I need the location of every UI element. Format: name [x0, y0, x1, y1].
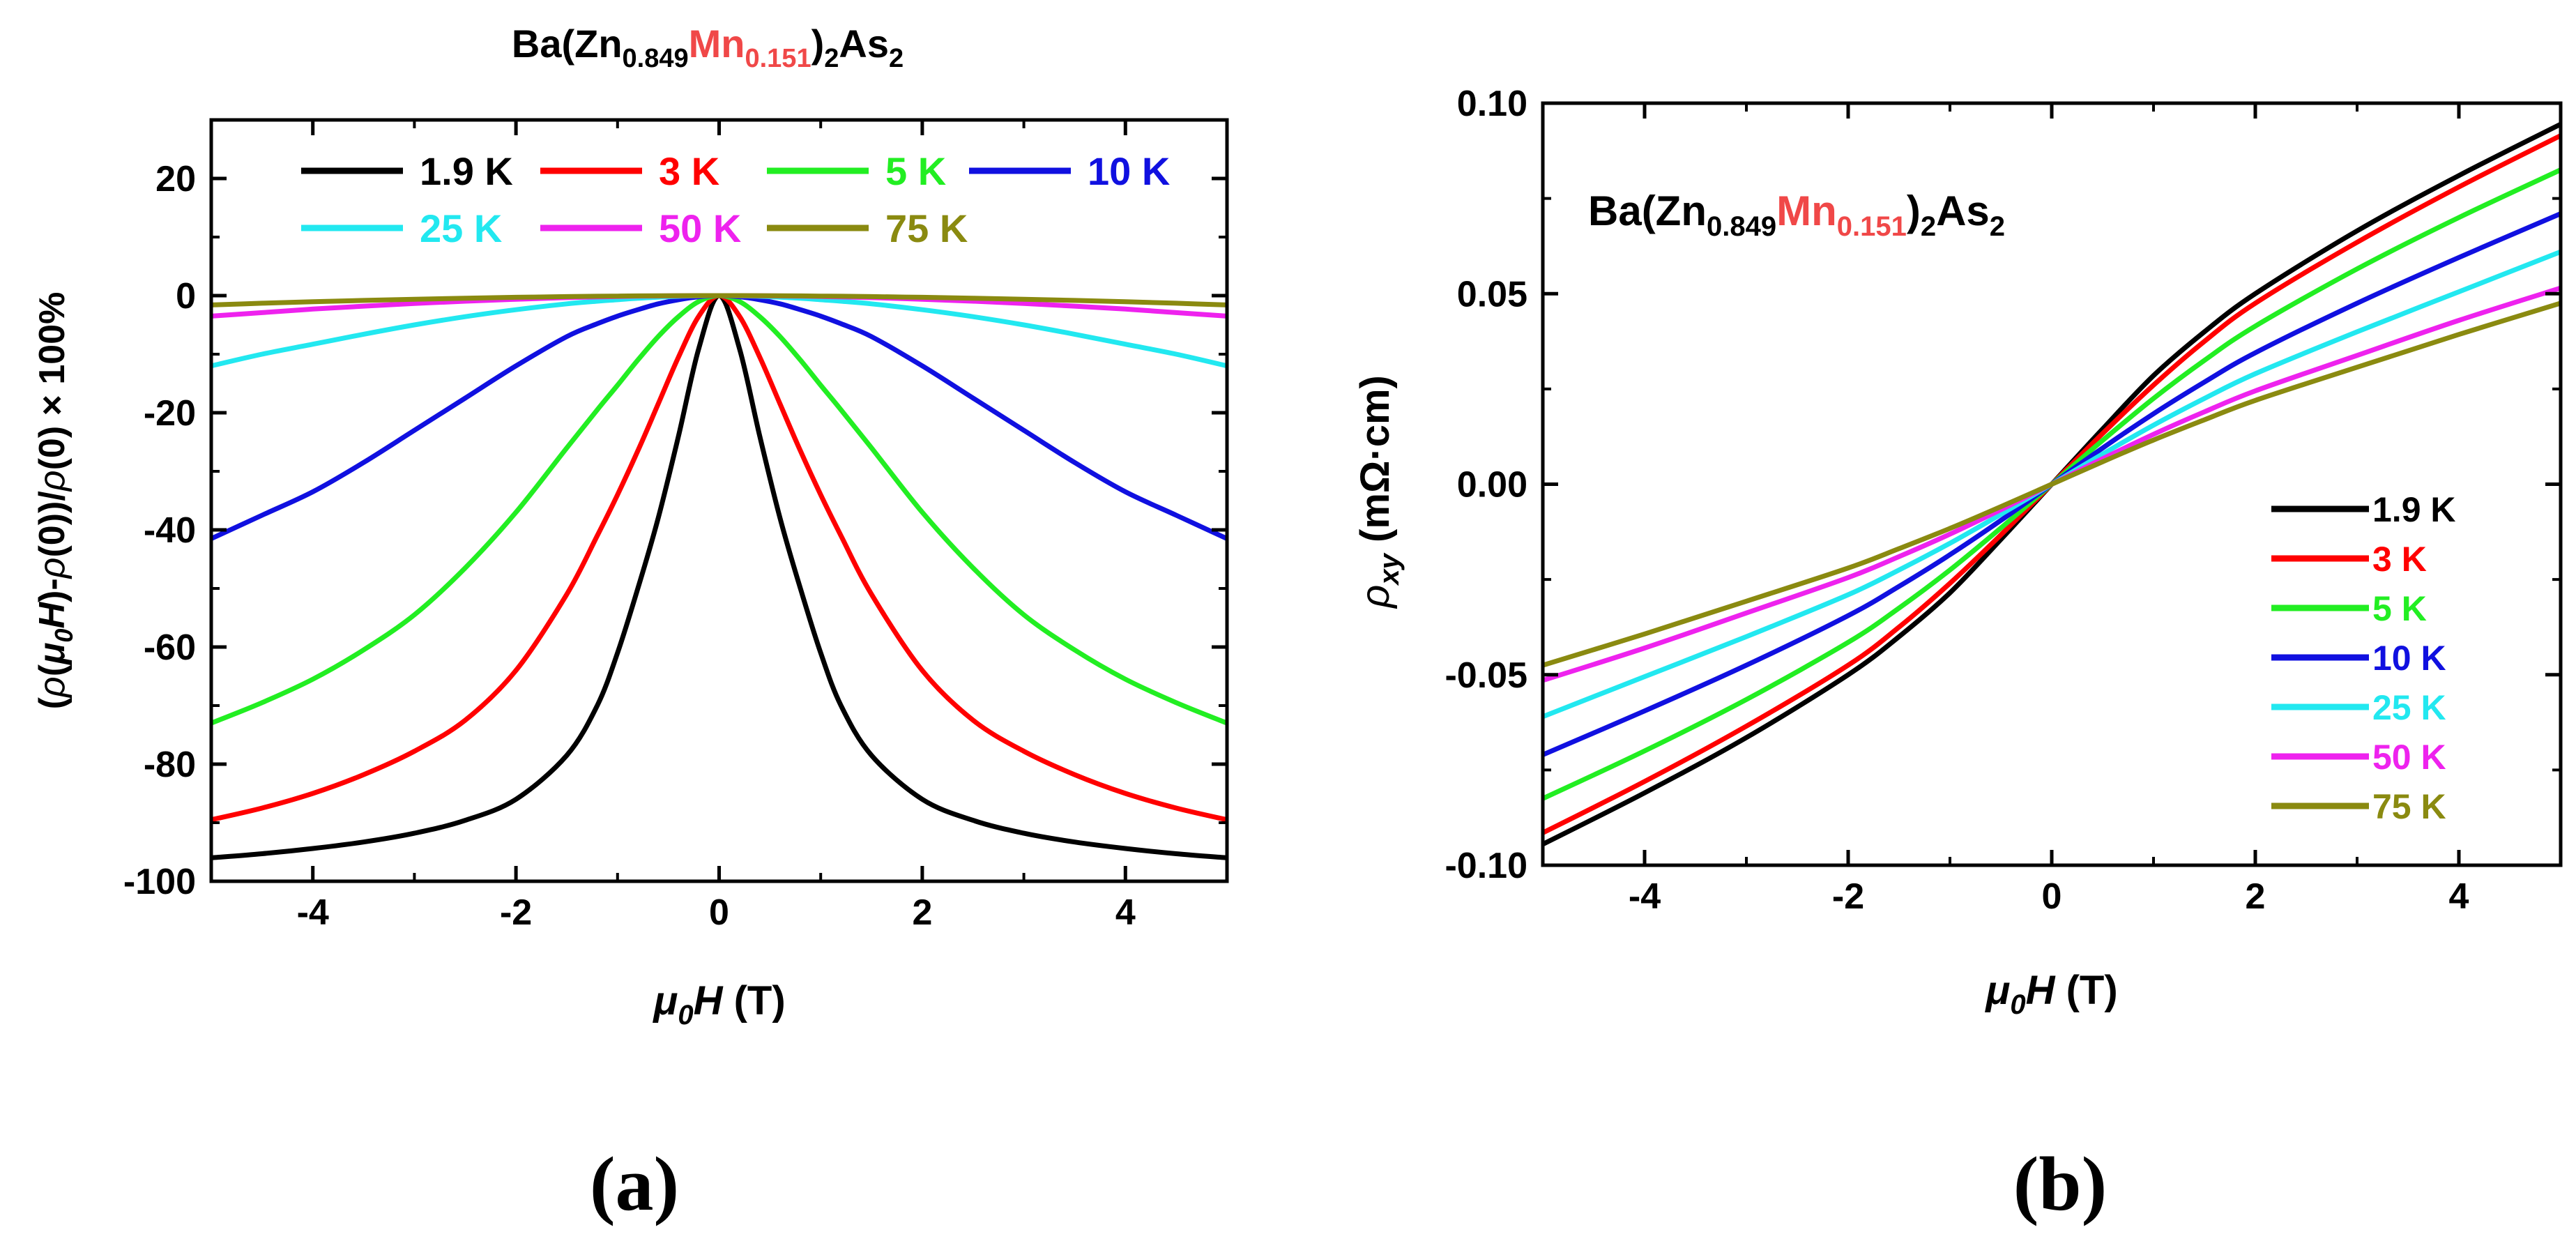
- legend-label: 3 K: [659, 149, 719, 193]
- panel-b-hall-resistivity: -4 -2 0 2 4 0.10 0.05 0.00 -0.05 -0.10 Ba(Zn0.849…: [1352, 84, 2563, 1226]
- legend-entry: 25 K: [2271, 688, 2446, 727]
- legend-entry: 25 K: [301, 206, 502, 250]
- legend-label: 3 K: [2372, 540, 2427, 579]
- panel-a-series-75k: [211, 293, 1227, 307]
- legend-entry: 3 K: [540, 149, 719, 193]
- panel-a-curves: [211, 293, 1227, 860]
- legend-label: 75 K: [885, 206, 968, 250]
- y-tick-label: 20: [155, 159, 196, 199]
- legend-entry: 50 K: [540, 206, 741, 250]
- legend-entry: 5 K: [2271, 589, 2427, 628]
- y-tick-label: -80: [144, 745, 196, 785]
- panel-a-legend: 1.9 K 3 K 5 K 10 K 25 K 50 K 75 K: [301, 149, 1170, 250]
- legend-entry: 75 K: [2271, 787, 2446, 826]
- panel-a-y-axis-label: (ρ(μ0H)-ρ(0))/ρ(0) × 100%: [32, 292, 78, 710]
- legend-label: 10 K: [1088, 149, 1170, 193]
- x-tick-label: -2: [500, 892, 532, 933]
- legend-entry: 1.9 K: [2271, 490, 2456, 529]
- legend-label: 75 K: [2372, 787, 2446, 826]
- legend-label: 25 K: [420, 206, 502, 250]
- panel-b-curves: [1543, 121, 2561, 847]
- x-tick-label: 4: [2449, 876, 2469, 917]
- legend-entry: 50 K: [2271, 738, 2446, 777]
- x-tick-label: -4: [297, 892, 329, 933]
- legend-label: 10 K: [2372, 639, 2446, 678]
- panel-b-axes: -4 -2 0 2 4 0.10 0.05 0.00 -0.05 -0.10: [1445, 84, 2562, 917]
- x-tick-label: 0: [709, 892, 729, 933]
- y-tick-label: 0.10: [1457, 84, 1527, 124]
- legend-entry: 10 K: [969, 149, 1170, 193]
- panel-a-magnetoresistance: Ba(Zn0.849Mn0.151)2As2 -4 -2 0 2 4200-20-40-…: [32, 22, 1229, 1226]
- x-tick-label: 2: [2246, 876, 2266, 917]
- x-tick-label: -2: [1832, 876, 1864, 917]
- legend-label: 50 K: [2372, 738, 2446, 777]
- legend-entry: 3 K: [2271, 540, 2427, 579]
- y-tick-label: -0.05: [1445, 655, 1527, 696]
- x-tick-label: 0: [2042, 876, 2062, 917]
- y-tick-label: -20: [144, 393, 196, 434]
- legend-label: 1.9 K: [420, 149, 513, 193]
- y-tick-label: 0: [176, 276, 196, 317]
- y-tick-label: -0.10: [1445, 846, 1527, 886]
- panel-b-x-axis-label: μ0H (T): [1984, 968, 2117, 1020]
- y-tick-label: -60: [144, 627, 196, 668]
- panel-a-series-5k: [211, 293, 1227, 726]
- legend-entry: 5 K: [767, 149, 946, 193]
- panel-a-title: Ba(Zn0.849Mn0.151)2As2: [512, 22, 904, 73]
- panel-a-label: (a): [590, 1141, 679, 1226]
- panel-b-title: Ba(Zn0.849Mn0.151)2As2: [1588, 188, 2005, 242]
- y-tick-label: -100: [123, 862, 196, 902]
- panel-a-series-3k: [211, 293, 1227, 823]
- legend-entry: 75 K: [767, 206, 968, 250]
- x-tick-label: 2: [912, 892, 932, 933]
- x-tick-label: -4: [1629, 876, 1661, 917]
- panel-a-x-axis-label: μ0H (T): [652, 978, 785, 1030]
- legend-label: 50 K: [659, 206, 741, 250]
- legend-entry: 1.9 K: [301, 149, 513, 193]
- panel-b-legend: 1.9 K 3 K 5 K 10 K 25 K 50 K 75 K: [2271, 490, 2456, 826]
- legend-label: 1.9 K: [2372, 490, 2456, 529]
- legend-label: 25 K: [2372, 688, 2446, 727]
- x-tick-label: 4: [1115, 892, 1136, 933]
- panel-b-label: (b): [2013, 1141, 2107, 1226]
- legend-entry: 10 K: [2271, 639, 2446, 678]
- legend-label: 5 K: [2372, 589, 2427, 628]
- y-tick-label: 0.00: [1457, 465, 1527, 505]
- legend-label: 5 K: [885, 149, 946, 193]
- panel-b-series-75k: [1543, 300, 2561, 668]
- panel-b-y-axis-label: ρxy (mΩ·cm): [1352, 375, 1405, 609]
- y-tick-label: -40: [144, 510, 196, 551]
- y-tick-label: 0.05: [1457, 274, 1527, 314]
